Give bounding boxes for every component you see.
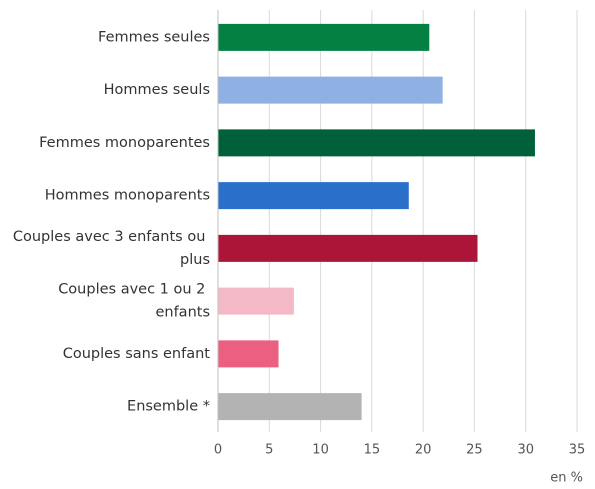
y-tick-label: Femmes seules	[98, 29, 210, 45]
bar	[218, 393, 362, 421]
bar	[218, 129, 535, 157]
bar	[218, 76, 443, 104]
bar	[218, 340, 279, 368]
y-tick-label: Couples avec 3 enfants ou plus	[13, 229, 210, 268]
x-tick-label: 10	[312, 443, 329, 458]
bar	[218, 23, 430, 51]
bar	[218, 287, 294, 315]
label-line: Couples avec 1 ou 2	[58, 282, 210, 298]
x-tick-label: 0	[214, 443, 222, 458]
x-tick-label: 35	[569, 443, 586, 458]
y-tick-label: Couples sans enfant	[63, 346, 211, 362]
y-tick-label: Couples avec 1 ou 2 enfants	[58, 282, 210, 321]
label-line: enfants	[155, 305, 210, 321]
y-tick-label: Hommes monoparents	[45, 188, 210, 204]
label-line: Couples avec 3 enfants ou	[13, 229, 210, 245]
x-axis-label: en %	[550, 471, 583, 486]
y-tick-label: Femmes monoparentes	[39, 135, 210, 151]
x-tick-label: 25	[466, 443, 483, 458]
label-line: plus	[180, 252, 210, 268]
y-tick-label: Hommes seuls	[104, 82, 210, 98]
y-tick-label: Ensemble *	[127, 399, 210, 415]
bar	[218, 182, 409, 210]
bar	[218, 234, 478, 262]
x-tick-label: 20	[415, 443, 432, 458]
x-tick-label: 5	[265, 443, 273, 458]
x-tick-label: 15	[364, 443, 381, 458]
x-tick-label: 30	[517, 443, 534, 458]
